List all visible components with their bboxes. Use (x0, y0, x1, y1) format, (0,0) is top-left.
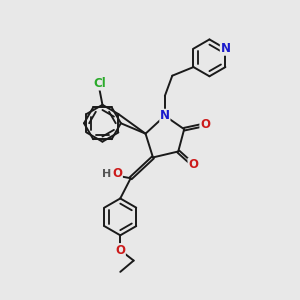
Text: N: N (220, 42, 230, 55)
Text: O: O (112, 167, 122, 180)
Text: N: N (160, 109, 170, 122)
Text: H: H (102, 169, 112, 179)
Text: Cl: Cl (93, 77, 106, 90)
Text: O: O (115, 244, 125, 257)
Text: O: O (200, 118, 210, 131)
Text: O: O (188, 158, 198, 171)
